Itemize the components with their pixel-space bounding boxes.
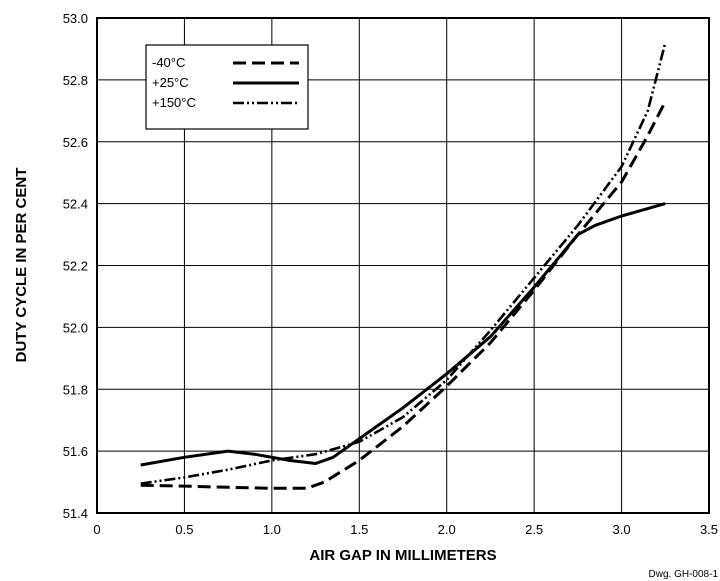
y-tick-label: 52.2 bbox=[63, 259, 88, 274]
x-tick-label: 3.5 bbox=[700, 522, 718, 537]
series-line-2 bbox=[140, 202, 666, 467]
series-line-1 bbox=[140, 100, 667, 490]
drawing-id: Dwg. GH-008-1 bbox=[649, 569, 719, 580]
x-tick-label: 1.0 bbox=[263, 522, 281, 537]
legend: -40°C +25°C +150°C bbox=[145, 44, 309, 130]
y-tick-label: 51.8 bbox=[63, 382, 88, 397]
y-tick-label: 51.4 bbox=[63, 506, 88, 521]
x-tick-label: 1.5 bbox=[350, 522, 368, 537]
x-axis-title: AIR GAP IN MILLIMETERS bbox=[309, 547, 496, 564]
legend-label-3: +150°C bbox=[152, 95, 196, 110]
y-tick-label: 52.8 bbox=[63, 73, 88, 88]
x-tick-label: 3.0 bbox=[613, 522, 631, 537]
plot-frame bbox=[96, 17, 710, 514]
x-tick-label: 2.5 bbox=[525, 522, 543, 537]
x-tick-labels: 0 0.5 1.0 1.5 2.0 2.5 3.0 3.5 bbox=[93, 522, 718, 537]
legend-label-1: -40°C bbox=[152, 55, 185, 70]
legend-box bbox=[145, 44, 309, 130]
x-tick-label: 0.5 bbox=[175, 522, 193, 537]
series-lines bbox=[140, 42, 667, 490]
y-tick-label: 52.6 bbox=[63, 135, 88, 150]
y-tick-label: 53.0 bbox=[63, 11, 88, 26]
y-tick-label: 52.4 bbox=[63, 197, 88, 212]
grid-lines bbox=[97, 18, 709, 513]
y-tick-labels: 51.4 51.6 51.8 52.0 52.2 52.4 52.6 52.8 53.0 bbox=[63, 11, 88, 521]
y-tick-label: 52.0 bbox=[63, 320, 88, 335]
legend-label-2: +25°C bbox=[152, 75, 189, 90]
x-tick-label: 0 bbox=[93, 522, 100, 537]
y-tick-label: 51.6 bbox=[63, 444, 88, 459]
y-axis-title: DUTY CYCLE IN PER CENT bbox=[13, 168, 30, 363]
x-tick-label: 2.0 bbox=[438, 522, 456, 537]
